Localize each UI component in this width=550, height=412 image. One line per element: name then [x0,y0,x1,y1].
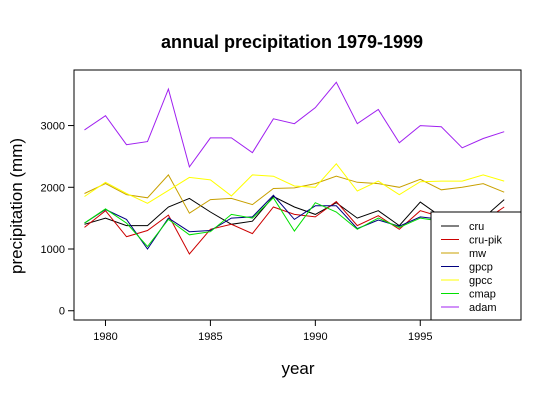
legend-label: cmap [469,289,496,301]
x-tick-label: 1995 [408,331,432,343]
legend-label: adam [469,302,497,314]
y-tick-label: 0 [59,306,65,318]
x-tick-label: 1985 [198,331,222,343]
series-line-adam [84,81,505,169]
chart-title: annual precipitation 1979-1999 [161,32,423,52]
x-tick-label: 1980 [93,331,117,343]
legend-label: mw [469,248,486,260]
legend-label: cru-pik [469,235,503,247]
y-tick-label: 3000 [41,121,65,133]
y-tick-label: 2000 [41,182,65,194]
series-line-mw [84,174,505,214]
axes: 1980 1985 1990 1995 0 1000 2000 3000 [41,121,433,343]
plot-area-frame [73,69,522,321]
x-axis-label: year [281,359,314,378]
series-line-gpcc [84,163,505,204]
x-tick-label: 1990 [303,331,327,343]
y-tick-label: 1000 [41,244,65,256]
legend-label: cru [469,221,484,233]
legend-label: gpcc [469,275,493,287]
y-axis-label: precipitation (mm) [7,138,26,274]
legend-label: gpcp [469,262,493,274]
